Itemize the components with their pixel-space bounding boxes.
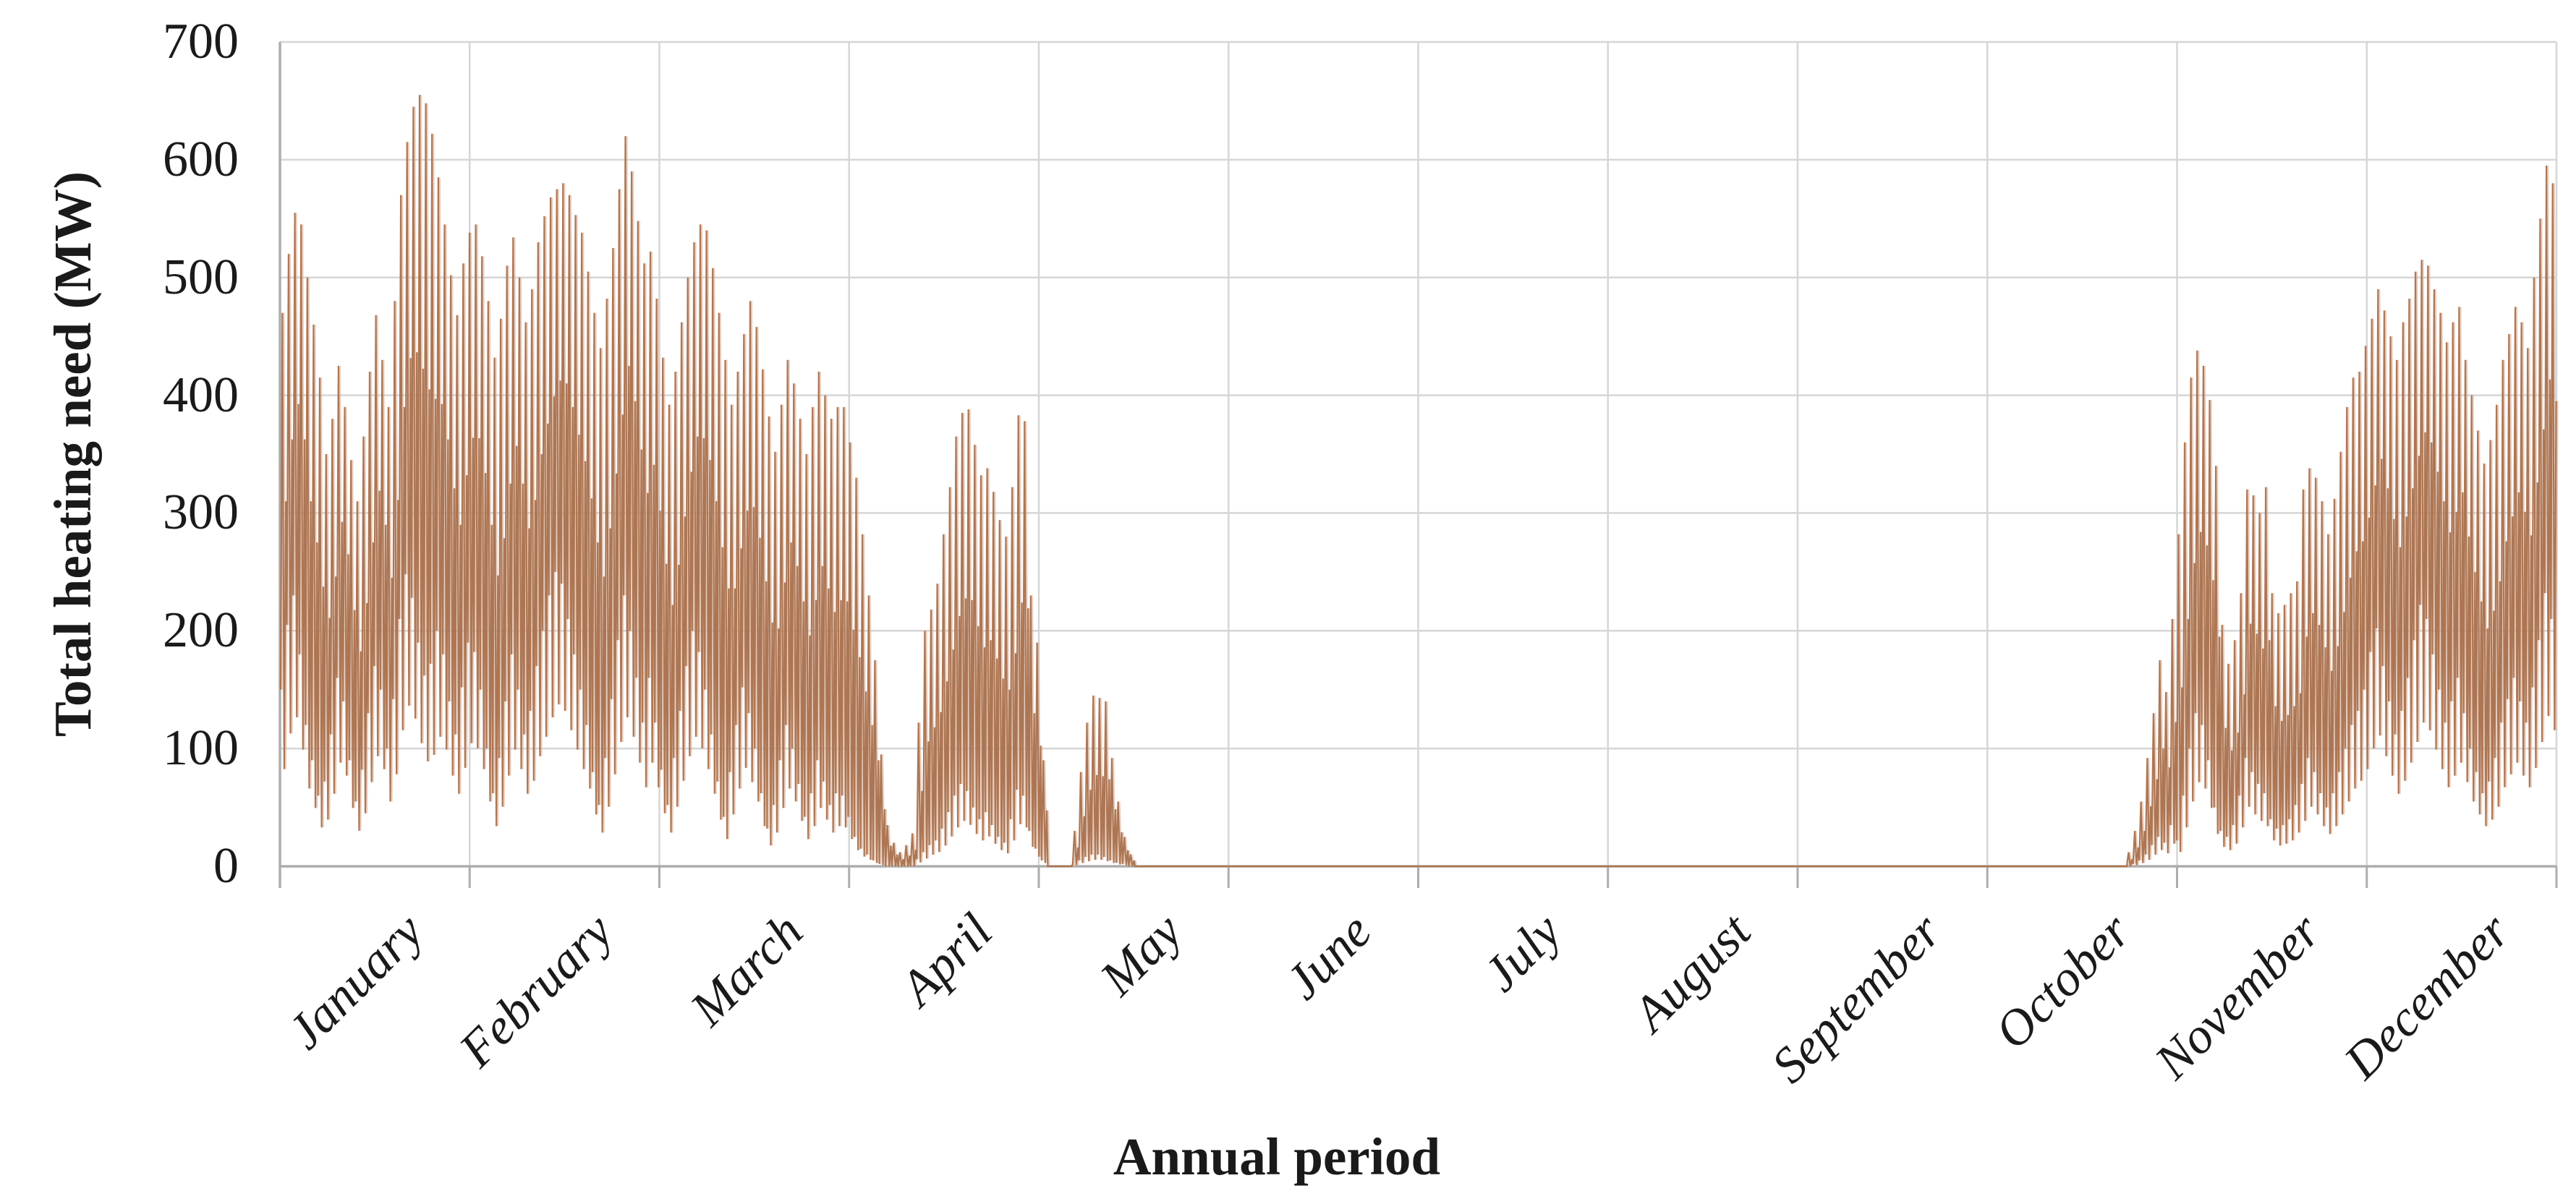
y-tick-label-700: 700 <box>163 14 239 69</box>
y-tick-label-500: 500 <box>163 249 239 305</box>
y-tick-label-0: 0 <box>213 838 239 894</box>
x-axis-title: Annual period <box>1113 1127 1441 1186</box>
y-tick-label-600: 600 <box>163 131 239 187</box>
heating-series-line <box>279 95 2557 868</box>
y-axis-title: Total heating need (MW) <box>43 171 102 738</box>
y-tick-label-100: 100 <box>163 720 239 777</box>
y-tick-label-400: 400 <box>163 367 239 423</box>
y-tick-label-200: 200 <box>163 602 239 659</box>
y-tick-label-300: 300 <box>163 484 239 541</box>
